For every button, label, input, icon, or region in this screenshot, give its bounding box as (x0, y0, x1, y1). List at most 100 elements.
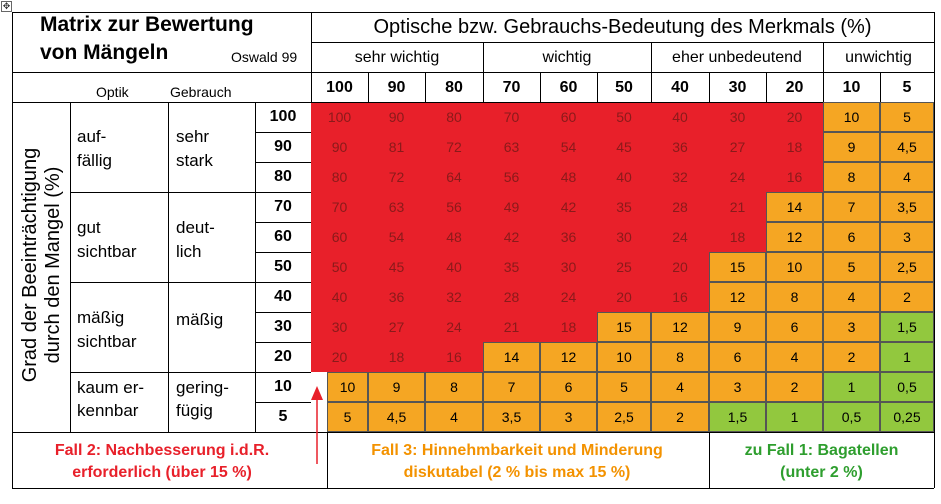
category-fall-2-line-1: Fall 2: Nachbesserung i.d.R. (54, 442, 270, 459)
matrix-cell: 25 (597, 252, 651, 282)
matrix-cell: 3 (823, 312, 880, 342)
matrix-cell: 18 (368, 342, 425, 372)
column-value-header: 20 (785, 78, 804, 96)
matrix-cell: 36 (540, 222, 597, 252)
table-border (12, 12, 934, 13)
column-value-header: 80 (445, 78, 463, 96)
matrix-cell: 56 (425, 192, 483, 222)
gebrauch-label-line: gering- (176, 378, 229, 397)
optik-label-line: fällig (77, 151, 112, 170)
matrix-cell: 8 (766, 282, 823, 312)
matrix-cell: 50 (311, 252, 368, 282)
matrix-cell: 5 (597, 372, 651, 402)
matrix-cell: 16 (766, 162, 823, 192)
matrix-cell: 10 (766, 252, 823, 282)
matrix-cell: 5 (823, 252, 880, 282)
matrix-cell: 6 (709, 342, 766, 372)
grid-line (12, 72, 311, 73)
matrix-cell: 3 (880, 222, 934, 252)
matrix-cell: 2 (766, 372, 823, 402)
matrix-cell: 30 (540, 252, 597, 282)
matrix-cell: 3 (709, 372, 766, 402)
matrix-cell: 63 (483, 132, 540, 162)
matrix-cell: 15 (597, 312, 651, 342)
grid-line (255, 372, 311, 373)
column-group-wichtig: wichtig (542, 49, 592, 66)
matrix-cell: 24 (709, 162, 766, 192)
matrix-cell: 27 (368, 312, 425, 342)
matrix-cell: 18 (766, 132, 823, 162)
column-group-eher-unbedeutend: eher unbedeutend (672, 49, 802, 66)
matrix-cell: 30 (597, 222, 651, 252)
matrix-cell: 45 (597, 132, 651, 162)
grid-line (311, 72, 934, 73)
matrix-cell: 50 (597, 102, 651, 132)
category-fall-3-line-2: diskutabel (2 % bis max 15 %) (403, 464, 631, 481)
matrix-cell: 10 (597, 342, 651, 372)
matrix-cell: 60 (540, 102, 597, 132)
matrix-cell: 90 (311, 132, 368, 162)
optik-label-line: mäßig (77, 308, 125, 327)
grid-line (880, 72, 881, 102)
matrix-cell: 72 (425, 132, 483, 162)
gebrauch-label-geringfuegig: gering- fügig (176, 376, 229, 422)
matrix-cell: 32 (425, 282, 483, 312)
grid-line (255, 342, 311, 343)
matrix-cell: 5 (327, 402, 368, 432)
matrix-cell: 9 (823, 132, 880, 162)
matrix-cell: 8 (651, 342, 709, 372)
category-fall-2-line-2: erforderlich (über 15 %) (72, 464, 252, 481)
matrix-cell: 21 (483, 312, 540, 342)
grid-line (168, 102, 169, 432)
matrix-cell: 6 (766, 312, 823, 342)
matrix-cell: 100 (311, 102, 368, 132)
move-handle-icon[interactable]: ✥ (1, 1, 12, 12)
category-fall-3: Fall 3: Hinnehmbarkeit und Minderung dis… (327, 440, 707, 484)
grid-line (651, 72, 652, 102)
matrix-cell: 36 (651, 132, 709, 162)
matrix-cell: 35 (483, 252, 540, 282)
matrix-cell: 4 (425, 402, 483, 432)
matrix-cell: 2,5 (597, 402, 651, 432)
row-value-header: 60 (274, 228, 292, 245)
category-fall-1: zu Fall 1: Bagatellen (unter 2 %) (709, 440, 934, 484)
matrix-cell: 24 (651, 222, 709, 252)
column-group-unwichtig: unwichtig (845, 49, 912, 66)
optik-label-gut-sichtbar: gut sichtbar (77, 216, 137, 264)
gebrauch-label-sehr-stark: sehr stark (176, 125, 213, 173)
grid-line (70, 102, 71, 432)
table-border (12, 12, 13, 488)
matrix-cell: 40 (311, 282, 368, 312)
column-value-header: 90 (387, 78, 406, 96)
matrix-cell: 27 (709, 132, 766, 162)
category-fall-3-line-1: Fall 3: Hinnehmbarkeit und Minderung (371, 442, 663, 459)
matrix-cell: 3,5 (880, 192, 934, 222)
matrix-cell: 42 (540, 192, 597, 222)
grid-line (823, 42, 824, 72)
column-value-header: 70 (502, 78, 521, 96)
grid-line (255, 132, 311, 133)
grid-line (540, 72, 541, 102)
column-group-sehr-wichtig: sehr wichtig (354, 49, 440, 66)
matrix-cell: 3 (540, 402, 597, 432)
matrix-cell: 45 (368, 252, 425, 282)
matrix-cell: 24 (540, 282, 597, 312)
matrix-cell: 30 (311, 312, 368, 342)
top-header: Optische bzw. Gebrauchs-Bedeutung des Me… (373, 15, 872, 38)
matrix-cell: 4 (880, 162, 934, 192)
matrix-cell: 12 (651, 312, 709, 342)
matrix-cell: 56 (483, 162, 540, 192)
matrix-cell: 21 (709, 192, 766, 222)
matrix-cell: 4 (766, 342, 823, 372)
matrix-cell: 48 (425, 222, 483, 252)
matrix-cell: 14 (483, 342, 540, 372)
grid-line (12, 432, 934, 433)
grid-line (255, 282, 311, 283)
gebrauch-label-line: lich (176, 242, 202, 261)
grid-line (255, 402, 311, 403)
matrix-cell: 48 (540, 162, 597, 192)
gebrauch-label-line: mäßig (176, 310, 224, 329)
matrix-cell: 24 (425, 312, 483, 342)
matrix-cell: 72 (368, 162, 425, 192)
matrix-cell: 36 (368, 282, 425, 312)
